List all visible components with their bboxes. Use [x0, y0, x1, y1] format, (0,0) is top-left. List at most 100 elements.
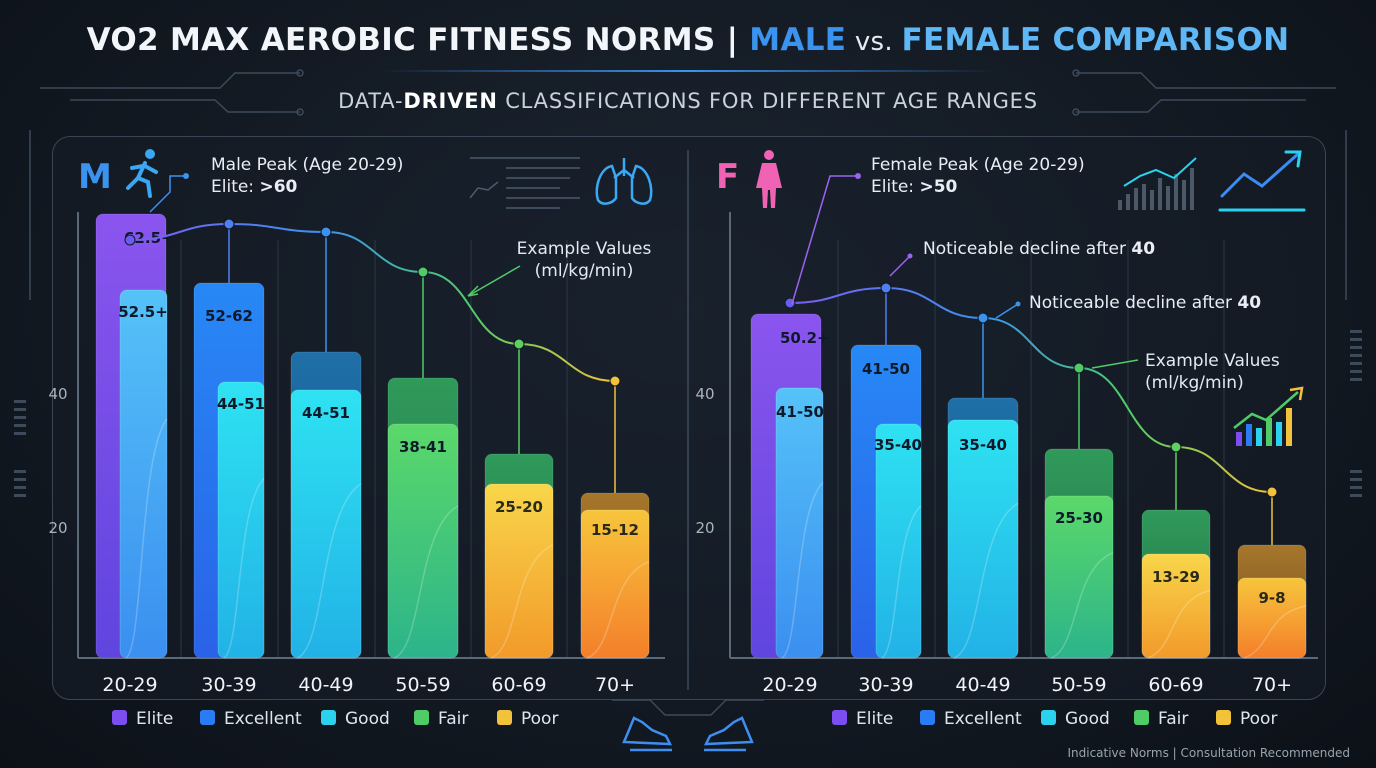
legend-swatch: [832, 710, 847, 725]
bar-highlight: [781, 481, 824, 659]
trend-point: [1170, 441, 1182, 453]
bar-data-label: 41-50: [862, 360, 910, 378]
bar-data-label: 35-40: [959, 436, 1007, 454]
y-tick-label: 20: [48, 519, 67, 537]
trend-up-icon: [1233, 386, 1304, 446]
annotation-decline-1-value: 40: [1131, 239, 1155, 259]
circuit-lines-right: [1072, 69, 1347, 300]
bar-data-label: 35-40: [874, 436, 922, 454]
page-subtitle: DATA-DRIVEN CLASSIFICATIONS FOR DIFFEREN…: [0, 89, 1376, 113]
legend-swatch: [200, 710, 215, 725]
bar-highlight: [296, 483, 362, 659]
annotation-leader: [995, 303, 1019, 319]
side-ticks-right: [1350, 330, 1362, 497]
annotation-elite-value: >50: [919, 177, 957, 197]
annotation-arrow: [467, 285, 479, 297]
annotation-units: (ml/kg/min): [1145, 373, 1244, 393]
bar: [1141, 553, 1211, 659]
y-tick-label: 40: [48, 385, 67, 403]
y-tick-label: 40: [695, 385, 714, 403]
bar-highlight: [1243, 605, 1307, 659]
bar-data-label: 41-50: [776, 403, 824, 421]
x-tick-label: 20-29: [762, 674, 817, 696]
title-underline: [380, 70, 996, 72]
bar-chart-icon: [1118, 157, 1197, 210]
x-tick-label: 70+: [1252, 674, 1292, 696]
bar-data-label: 44-51: [302, 404, 350, 422]
bar-data-label: 25-30: [1055, 509, 1103, 527]
bar: [580, 509, 650, 659]
annotation-example: Example Values: [517, 239, 652, 259]
bar: [1044, 495, 1114, 659]
legend-swatch: [414, 710, 429, 725]
x-tick-label: 60-69: [1148, 674, 1203, 696]
annotation-units: (ml/kg/min): [535, 261, 634, 281]
footnote: Indicative Norms | Consultation Recommen…: [1067, 746, 1350, 760]
annotation-leader: [1091, 359, 1139, 369]
bottom-connector: [612, 699, 764, 716]
bar-data-label: 50.2+: [780, 329, 830, 347]
sneaker-icon: [622, 716, 673, 752]
panel-letter: M: [78, 157, 112, 197]
bar-highlight: [586, 561, 650, 659]
annotation-decline-1: Noticeable decline after 40: [923, 239, 1155, 259]
x-tick-label: 50-59: [1051, 674, 1106, 696]
annotation-leader: [889, 255, 911, 277]
trend-point: [223, 218, 235, 230]
running-man-icon: [126, 149, 158, 198]
lungs-icon: [595, 158, 653, 205]
bar-highlight: [1147, 589, 1211, 659]
title-male: MALE: [749, 22, 847, 58]
bar-data-label: 52.5+: [118, 303, 168, 321]
bar: [217, 381, 265, 659]
trend-point: [1266, 486, 1278, 498]
legend-label: Excellent: [944, 709, 1022, 729]
annotation-dot: [183, 173, 189, 179]
legend-swatch: [1216, 710, 1231, 725]
trend-point: [417, 266, 429, 278]
x-tick-label: 40-49: [298, 674, 353, 696]
annotation-peak: Female Peak (Age 20-29): [871, 155, 1085, 175]
legend-swatch: [1134, 710, 1149, 725]
legend-label: Fair: [1158, 709, 1188, 729]
bar-data-label: 62.5+: [124, 229, 174, 247]
bar: [290, 389, 362, 659]
bar-data-label: 15-12: [591, 521, 639, 539]
legend-label: Poor: [521, 709, 558, 729]
female-chart: 20 40 F 50.2+ 41-50 41-50 35-40 35-40 25-30 13-29…: [695, 155, 1318, 729]
annotation-dot: [907, 253, 913, 259]
bar-data-label: 44-51: [217, 395, 265, 413]
bar-data-label: 52-62: [205, 307, 253, 325]
title-vs: vs.: [846, 27, 902, 57]
bar: [387, 423, 459, 659]
trend-point: [320, 226, 332, 238]
page-title: VO2 MAX AEROBIC FITNESS NORMS | MALE vs.…: [0, 22, 1376, 58]
legend-label: Good: [1065, 709, 1110, 729]
male-chart: 20 40 M 62.5+ 52.5+ 52-62 44-51 44-51 38-41 25-20…: [48, 155, 665, 729]
annotation-example: Example Values: [1145, 351, 1280, 371]
trend-point: [609, 375, 621, 387]
trend-point: [880, 282, 892, 294]
x-tick-label: 60-69: [491, 674, 546, 696]
bar: [875, 423, 922, 659]
side-ticks-left: [14, 400, 26, 497]
annotation-elite-value: >60: [259, 177, 297, 197]
bar: [119, 289, 168, 659]
circuit-lines-left: [29, 69, 304, 300]
legend-swatch: [920, 710, 935, 725]
legend-label: Elite: [136, 709, 173, 729]
chart-frame: [52, 136, 1326, 700]
trend-up-icon: [1218, 150, 1306, 212]
trend-point: [124, 234, 136, 246]
trend-line: [129, 222, 616, 382]
bar-data-label: 9-8: [1258, 589, 1285, 607]
subtitle-bold: DRIVEN: [403, 89, 498, 113]
bar: [947, 419, 1019, 659]
trend-point: [1073, 362, 1085, 374]
bar-highlight: [393, 505, 459, 659]
panel-letter: F: [716, 157, 739, 197]
legend-label: Good: [345, 709, 390, 729]
annotation-decline-2: Noticeable decline after 40: [1029, 293, 1261, 313]
